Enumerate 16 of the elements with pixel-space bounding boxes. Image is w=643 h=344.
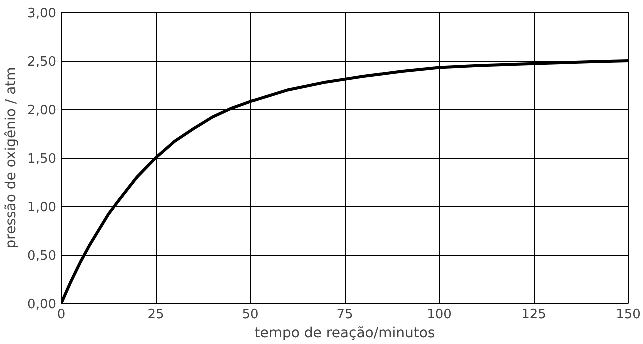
x-tick-label: 75 bbox=[336, 308, 354, 322]
y-tick-label: 2,00 bbox=[28, 104, 57, 118]
x-tick-label: 100 bbox=[427, 308, 452, 322]
y-axis-title: pressão de oxigênio / atm bbox=[4, 67, 20, 249]
x-tick-label: 25 bbox=[148, 308, 164, 322]
y-tick-label: 1,00 bbox=[28, 200, 57, 216]
y-tick-label: 0,00 bbox=[28, 298, 57, 312]
x-tick-label: 50 bbox=[242, 308, 259, 322]
x-tick-label: 125 bbox=[522, 308, 546, 322]
y-tick-label: 2,50 bbox=[28, 55, 57, 70]
y-tick-label: 0,50 bbox=[28, 249, 57, 264]
x-tick-label: 150 bbox=[616, 308, 641, 322]
x-tick-label: 0 bbox=[57, 308, 66, 322]
y-tick-label: 1,50 bbox=[28, 152, 57, 167]
x-axis-title: tempo de reação/minutos bbox=[254, 326, 436, 342]
y-tick-label: 3,00 bbox=[28, 6, 57, 22]
